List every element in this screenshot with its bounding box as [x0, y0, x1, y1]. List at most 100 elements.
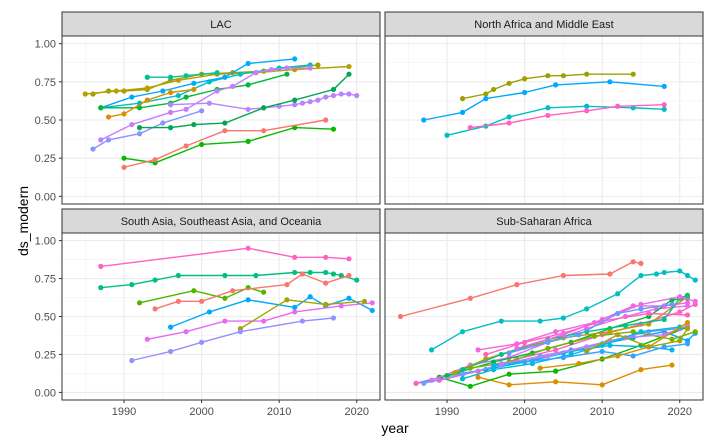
data-point [584, 348, 590, 355]
data-point [144, 74, 150, 80]
data-point [545, 345, 551, 351]
data-point [506, 120, 512, 126]
data-point [615, 353, 621, 359]
data-point [338, 91, 344, 97]
data-point [506, 80, 512, 86]
data-point [584, 71, 590, 77]
data-point [167, 324, 174, 330]
data-point [506, 114, 512, 120]
data-point [167, 89, 174, 96]
data-point [167, 109, 174, 115]
data-point [653, 271, 660, 277]
data-point [591, 319, 598, 326]
data-point [459, 329, 466, 335]
data-point [346, 71, 352, 77]
data-point [292, 56, 298, 62]
data-point [307, 294, 313, 300]
series-line [516, 296, 696, 350]
data-point [591, 333, 598, 339]
data-point [490, 367, 497, 373]
facet-strip-label: South Asia, Southeast Asia, and Oceania [121, 216, 322, 228]
data-point [553, 368, 559, 374]
y-tick-label: 0.00 [35, 191, 56, 203]
data-point [584, 103, 590, 109]
data-point [338, 303, 344, 309]
data-point [206, 309, 212, 315]
data-point [183, 143, 189, 149]
data-point [483, 351, 489, 358]
series-line [123, 119, 326, 168]
data-point [607, 271, 613, 277]
data-point [98, 263, 104, 269]
data-point [199, 298, 205, 304]
data-point [483, 91, 489, 97]
series-line [501, 324, 688, 365]
data-point [292, 254, 298, 260]
data-point [638, 367, 644, 373]
facet-strip [384, 11, 704, 37]
data-point [121, 164, 127, 170]
data-point [361, 298, 368, 304]
data-point [199, 339, 205, 345]
data-point [284, 282, 290, 288]
series [98, 65, 313, 143]
data-point [222, 272, 228, 279]
data-point [545, 339, 551, 345]
data-point [615, 310, 621, 317]
data-point [129, 121, 135, 128]
data-point [113, 88, 119, 94]
data-point [323, 301, 329, 307]
data-point [152, 277, 158, 283]
data-point [444, 132, 450, 138]
data-point [214, 88, 220, 94]
panel-border [384, 35, 704, 205]
series-line [131, 317, 334, 362]
data-point [537, 365, 543, 371]
data-point [677, 338, 683, 344]
data-point [684, 319, 691, 326]
facet-panel: South Asia, Southeast Asia, and Oceania 0… [35, 208, 381, 418]
data-point [684, 292, 691, 298]
data-point [514, 282, 520, 288]
data-point [191, 80, 197, 86]
data-point [684, 326, 691, 332]
data-point [545, 353, 551, 359]
data-point [90, 146, 96, 152]
data-point [677, 268, 683, 274]
data-point [669, 347, 675, 353]
data-point [191, 121, 197, 128]
data-point [268, 67, 275, 73]
data-point [230, 83, 236, 89]
data-point [183, 329, 189, 335]
data-point [421, 380, 427, 386]
panel-border [384, 232, 704, 401]
series [136, 285, 267, 306]
data-point [245, 60, 251, 67]
data-point [191, 86, 197, 93]
data-point [323, 117, 329, 123]
series [459, 71, 636, 102]
data-point [323, 94, 329, 100]
data-point [661, 106, 667, 112]
series [129, 315, 337, 364]
data-point [669, 336, 675, 342]
series [475, 362, 675, 388]
data-point [522, 76, 528, 82]
data-point [175, 77, 181, 83]
data-point [261, 318, 267, 324]
data-point [136, 105, 143, 111]
data-point [330, 315, 337, 321]
data-point [576, 360, 582, 367]
data-point [253, 272, 259, 279]
y-tick-label: 0.25 [35, 349, 56, 361]
data-point [475, 374, 481, 380]
data-point [292, 309, 298, 315]
series [136, 71, 352, 131]
data-point [245, 245, 251, 251]
data-point [677, 294, 683, 300]
data-point [330, 86, 337, 93]
data-point [545, 105, 551, 111]
series [152, 271, 352, 312]
data-point [183, 106, 189, 112]
data-point [369, 300, 375, 306]
